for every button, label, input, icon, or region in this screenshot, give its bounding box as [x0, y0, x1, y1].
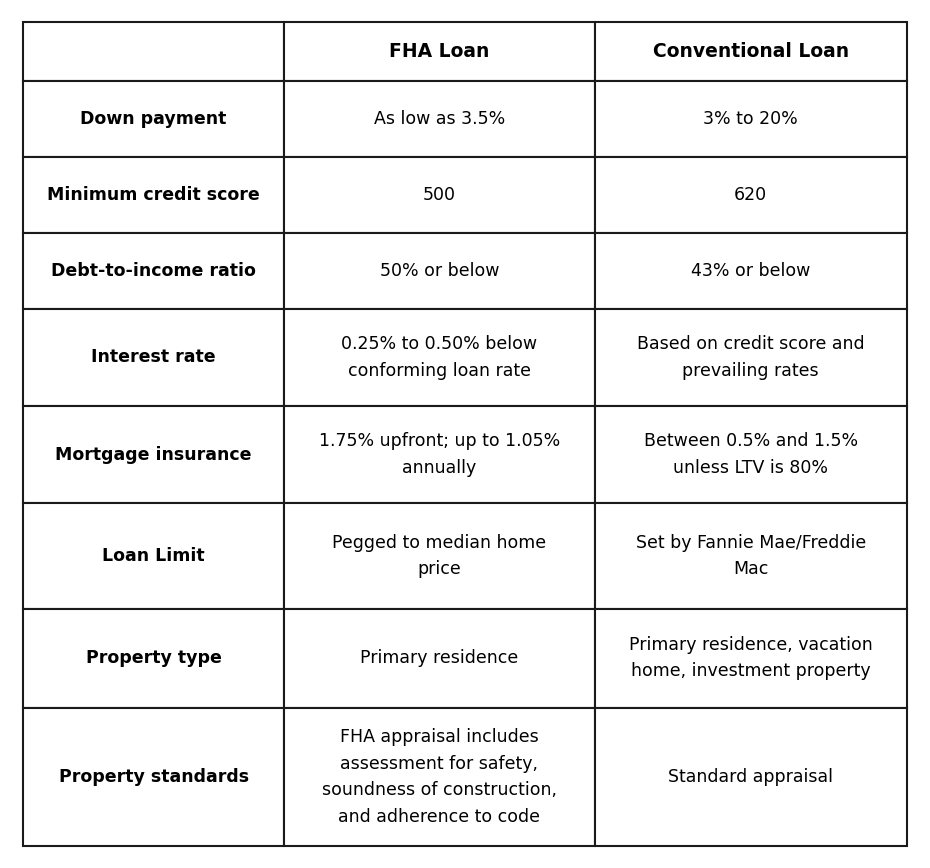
Bar [595, 22, 907, 81]
Text: As low as 3.5%: As low as 3.5% [374, 110, 505, 128]
Text: Primary residence: Primary residence [360, 649, 519, 667]
Bar [595, 608, 907, 707]
Bar [595, 233, 907, 309]
Text: 43% or below: 43% or below [691, 262, 811, 279]
Bar [595, 309, 907, 406]
Bar [284, 503, 595, 608]
Text: Debt-to-income ratio: Debt-to-income ratio [51, 262, 256, 279]
Bar [284, 233, 595, 309]
Bar [284, 707, 595, 846]
Text: 500: 500 [423, 186, 456, 204]
Text: FHA Loan: FHA Loan [389, 42, 489, 61]
Text: Standard appraisal: Standard appraisal [669, 768, 833, 786]
Bar [23, 503, 284, 608]
Text: 1.75% upfront; up to 1.05%
annually: 1.75% upfront; up to 1.05% annually [319, 432, 560, 477]
Bar [23, 707, 284, 846]
Text: Loan Limit: Loan Limit [102, 547, 205, 565]
Text: 620: 620 [735, 186, 767, 204]
Text: Down payment: Down payment [80, 110, 227, 128]
Bar [23, 406, 284, 503]
Bar [284, 406, 595, 503]
Bar [284, 608, 595, 707]
Bar [23, 233, 284, 309]
Text: Based on credit score and
prevailing rates: Based on credit score and prevailing rat… [637, 335, 865, 379]
Bar [284, 22, 595, 81]
Text: Set by Fannie Mae/Freddie
Mac: Set by Fannie Mae/Freddie Mac [636, 534, 866, 578]
Bar [284, 157, 595, 233]
Bar [23, 309, 284, 406]
Text: Minimum credit score: Minimum credit score [47, 186, 260, 204]
Bar [595, 503, 907, 608]
Text: Mortgage insurance: Mortgage insurance [55, 445, 252, 464]
Bar [595, 406, 907, 503]
Text: Property standards: Property standards [59, 768, 248, 786]
Text: 3% to 20%: 3% to 20% [703, 110, 798, 128]
Bar [595, 81, 907, 157]
Text: Conventional Loan: Conventional Loan [653, 42, 849, 61]
Bar [595, 157, 907, 233]
Text: Property type: Property type [86, 649, 221, 667]
Bar [23, 81, 284, 157]
Bar [595, 707, 907, 846]
Text: FHA appraisal includes
assessment for safety,
soundness of construction,
and adh: FHA appraisal includes assessment for sa… [322, 728, 557, 825]
Text: Primary residence, vacation
home, investment property: Primary residence, vacation home, invest… [629, 636, 872, 681]
Text: Interest rate: Interest rate [91, 348, 216, 366]
Bar [284, 81, 595, 157]
Text: 0.25% to 0.50% below
conforming loan rate: 0.25% to 0.50% below conforming loan rat… [341, 335, 538, 379]
Bar [284, 309, 595, 406]
Bar [23, 608, 284, 707]
Text: Pegged to median home
price: Pegged to median home price [332, 534, 547, 578]
Bar [23, 22, 284, 81]
Text: Between 0.5% and 1.5%
unless LTV is 80%: Between 0.5% and 1.5% unless LTV is 80% [644, 432, 857, 477]
Bar [23, 157, 284, 233]
Text: 50% or below: 50% or below [379, 262, 499, 279]
